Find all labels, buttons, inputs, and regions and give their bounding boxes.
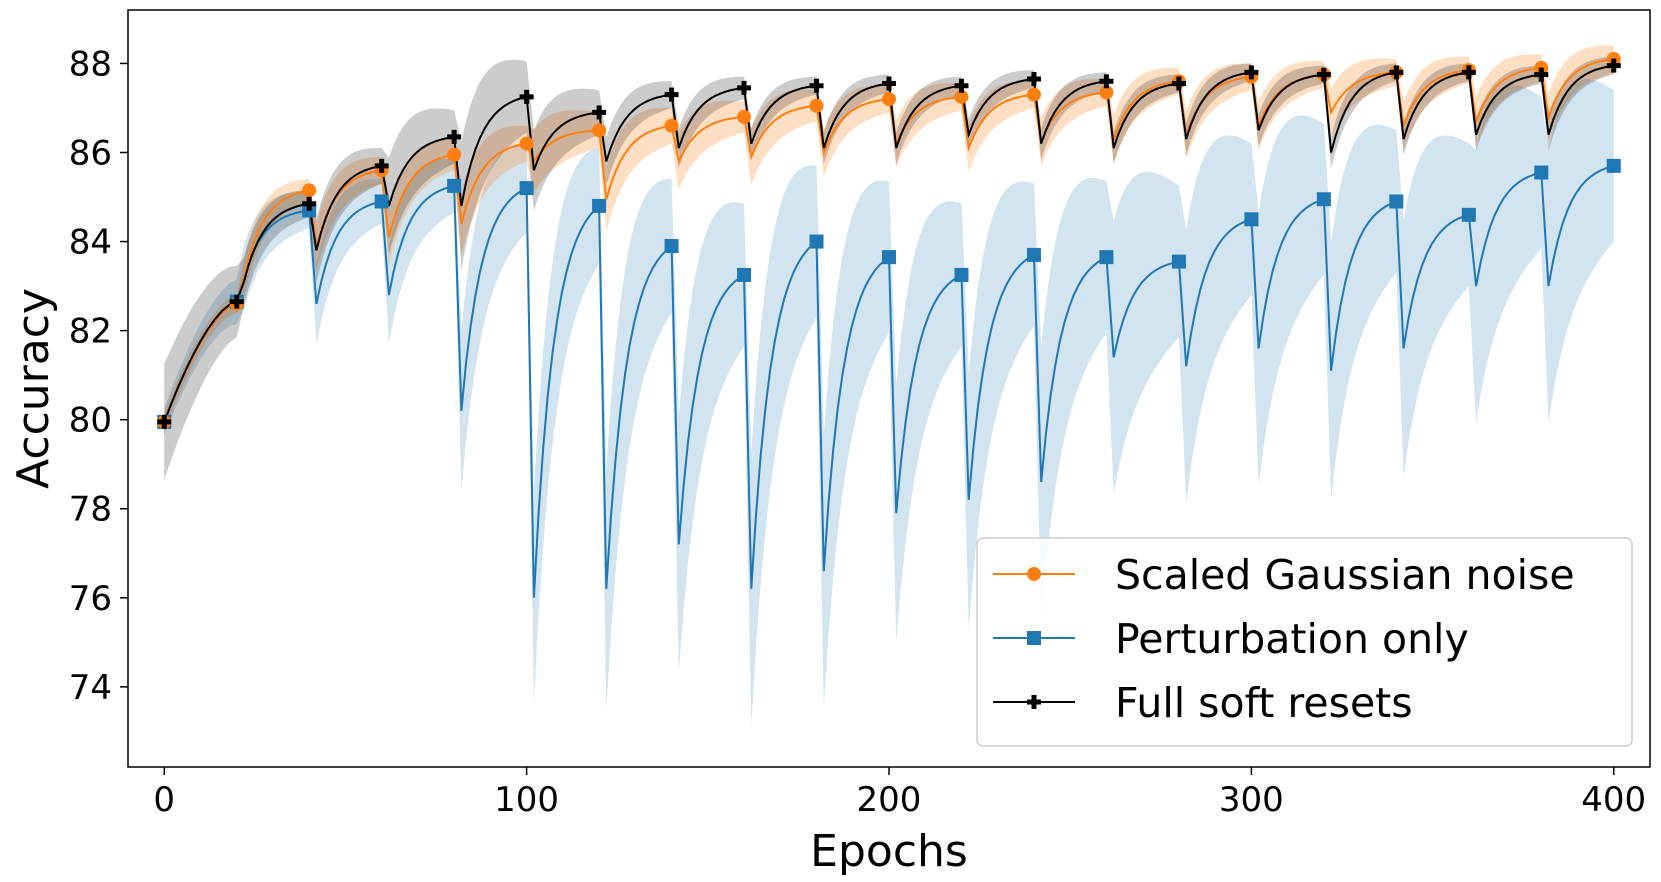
marker-full-soft-resets-320 — [1316, 67, 1331, 82]
x-tick-label: 0 — [153, 780, 175, 820]
marker-perturbation-only-180 — [809, 234, 824, 249]
band-perturbation-only — [164, 79, 1614, 726]
marker-perturbation-only-80 — [447, 178, 462, 193]
marker-full-soft-resets-280 — [1171, 76, 1186, 91]
x-axis-title: Epochs — [810, 826, 968, 877]
marker-full-soft-resets-380 — [1534, 67, 1549, 82]
marker-perturbation-only-220 — [954, 267, 969, 282]
marker-full-soft-resets-100 — [519, 89, 534, 104]
marker-full-soft-resets-80 — [447, 129, 462, 144]
marker-scaled-gaussian-noise-240 — [1026, 87, 1041, 102]
y-tick-label: 76 — [69, 579, 112, 619]
marker-full-soft-resets-140 — [664, 87, 679, 102]
legend: Scaled Gaussian noise Perturbation only Fu… — [976, 537, 1633, 747]
legend-marker-full-soft-resets — [1027, 695, 1041, 709]
marker-full-soft-resets-120 — [592, 105, 607, 120]
marker-perturbation-only-320 — [1316, 192, 1331, 207]
marker-full-soft-resets-260 — [1099, 74, 1114, 89]
legend-marker-scaled-gaussian-noise — [1027, 567, 1041, 581]
marker-full-soft-resets-220 — [954, 78, 969, 93]
marker-perturbation-only-400 — [1606, 158, 1621, 173]
x-axis-ticks: 0 100 200 300 400 — [153, 767, 1646, 820]
marker-full-soft-resets-180 — [809, 78, 824, 93]
y-tick-label: 88 — [69, 44, 112, 84]
line-perturbation-only — [163, 164, 1615, 598]
legend-marker-perturbation-only — [1027, 631, 1041, 645]
marker-scaled-gaussian-noise-160 — [737, 109, 752, 124]
marker-full-soft-resets-0 — [157, 414, 172, 429]
marker-perturbation-only-380 — [1534, 165, 1549, 180]
y-axis-title: Accuracy — [8, 288, 59, 489]
marker-full-soft-resets-160 — [737, 80, 752, 95]
x-tick-label: 100 — [494, 780, 559, 820]
marker-full-soft-resets-340 — [1389, 65, 1404, 80]
marker-full-soft-resets-60 — [374, 158, 389, 173]
line-full-soft-resets — [163, 64, 1614, 423]
y-tick-label: 84 — [69, 223, 112, 263]
marker-full-soft-resets-360 — [1461, 65, 1476, 80]
y-tick-label: 82 — [69, 312, 112, 352]
series-markers — [157, 51, 1621, 429]
marker-perturbation-only-260 — [1099, 250, 1114, 265]
marker-perturbation-only-60 — [374, 194, 389, 209]
marker-perturbation-only-240 — [1026, 247, 1041, 262]
marker-full-soft-resets-40 — [302, 196, 317, 211]
marker-scaled-gaussian-noise-180 — [809, 98, 824, 113]
marker-perturbation-only-200 — [882, 250, 896, 265]
marker-full-soft-resets-240 — [1026, 72, 1041, 87]
marker-scaled-gaussian-noise-220 — [954, 89, 969, 104]
marker-perturbation-only-120 — [592, 198, 607, 213]
marker-perturbation-only-360 — [1461, 207, 1476, 222]
marker-scaled-gaussian-noise-40 — [302, 183, 317, 198]
marker-scaled-gaussian-noise-120 — [592, 123, 607, 138]
marker-scaled-gaussian-noise-100 — [519, 136, 534, 151]
y-axis-ticks: 74 76 78 80 82 84 86 88 — [69, 44, 128, 708]
legend-label-scaled-gaussian-noise: Scaled Gaussian noise — [1115, 551, 1575, 599]
marker-perturbation-only-160 — [737, 267, 752, 282]
marker-full-soft-resets-20 — [229, 294, 244, 309]
marker-scaled-gaussian-noise-80 — [447, 147, 462, 162]
x-tick-label: 400 — [1581, 780, 1646, 820]
marker-full-soft-resets-400 — [1606, 58, 1621, 73]
y-tick-label: 78 — [69, 490, 112, 530]
marker-scaled-gaussian-noise-140 — [664, 118, 679, 133]
y-tick-label: 80 — [69, 401, 112, 441]
marker-perturbation-only-280 — [1171, 254, 1186, 269]
x-tick-label: 200 — [857, 780, 922, 820]
marker-perturbation-only-100 — [519, 181, 534, 196]
marker-scaled-gaussian-noise-260 — [1099, 85, 1114, 100]
y-tick-label: 74 — [69, 668, 112, 708]
marker-full-soft-resets-300 — [1244, 65, 1259, 80]
marker-full-soft-resets-200 — [882, 76, 896, 91]
legend-label-perturbation-only: Perturbation only — [1115, 615, 1469, 663]
legend-label-full-soft-resets: Full soft resets — [1115, 679, 1413, 727]
marker-perturbation-only-340 — [1389, 194, 1404, 209]
marker-scaled-gaussian-noise-200 — [882, 92, 896, 107]
series-lines — [163, 58, 1615, 598]
x-tick-label: 300 — [1219, 780, 1284, 820]
legend-box — [976, 537, 1633, 747]
y-tick-label: 86 — [69, 133, 112, 173]
marker-perturbation-only-300 — [1244, 212, 1259, 227]
marker-perturbation-only-140 — [664, 239, 679, 254]
